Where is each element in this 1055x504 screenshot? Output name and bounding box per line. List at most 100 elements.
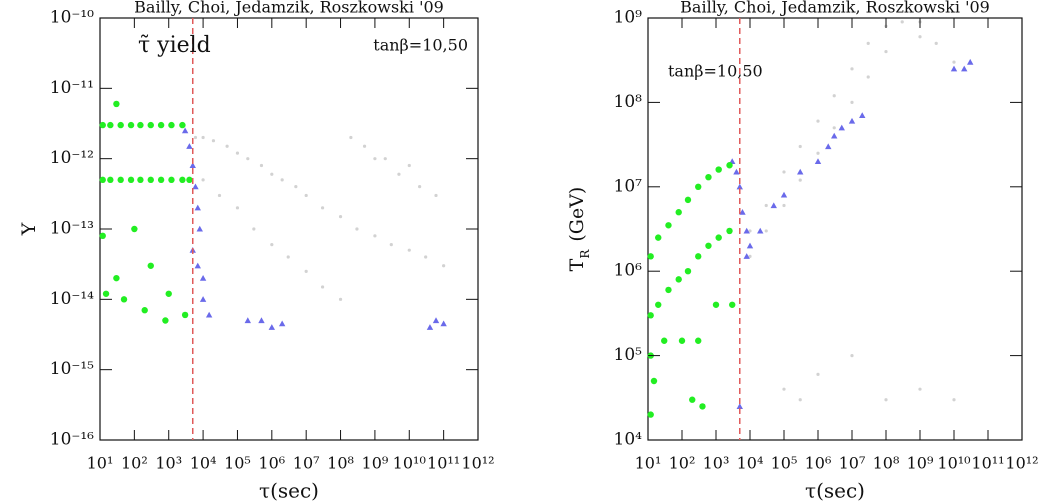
data-point — [199, 296, 207, 302]
data-point — [743, 253, 750, 259]
data-point — [825, 143, 832, 150]
data-point — [127, 121, 135, 129]
data-point — [320, 285, 325, 289]
data-point — [715, 166, 722, 173]
data-point — [189, 162, 196, 169]
plot-frame — [647, 17, 1023, 441]
data-point — [127, 176, 135, 184]
data-point — [199, 274, 207, 281]
data-point — [397, 172, 401, 176]
data-point — [194, 204, 201, 211]
data-point — [168, 121, 175, 129]
x-tick-label: 10¹⁰ — [937, 454, 970, 473]
x-tick-label: 10¹ — [87, 454, 114, 473]
plot — [647, 20, 974, 418]
data-point — [99, 232, 106, 240]
x-tick-label: 10¹¹ — [427, 454, 460, 473]
x-tick-label: 10⁴ — [737, 454, 764, 473]
data-point — [695, 253, 702, 260]
data-point — [770, 202, 777, 209]
data-point — [695, 337, 702, 344]
data-point — [141, 307, 148, 314]
y-tick-label: 10⁻¹⁰ — [50, 8, 94, 28]
data-point — [798, 398, 802, 402]
annotation: tanβ=10,50 — [668, 62, 763, 81]
data-point — [647, 312, 654, 319]
data-point — [432, 317, 440, 324]
data-point — [181, 127, 189, 134]
y-tick-label: 10⁷ — [614, 176, 643, 196]
data-point — [816, 119, 820, 123]
data-point — [355, 227, 359, 231]
data-point — [147, 262, 154, 269]
data-point — [225, 144, 229, 148]
x-tick-label: 10⁷ — [839, 454, 866, 473]
x-tick-label: 10⁸ — [327, 454, 354, 473]
y-axis-label: TR (GeV) — [566, 187, 592, 272]
data-point — [705, 173, 712, 181]
data-point — [952, 60, 956, 64]
chart-title: Bailly, Choi, Jedamzik, Roszkowski '09 — [680, 0, 990, 17]
data-point — [252, 227, 256, 231]
data-point — [967, 58, 974, 65]
x-tick-label: 10⁶ — [805, 454, 832, 473]
y-tick-label: 10⁸ — [614, 92, 643, 112]
data-point — [934, 41, 938, 46]
y-axis-label-main: Y — [18, 222, 40, 236]
data-point — [675, 276, 682, 283]
data-point — [192, 183, 199, 190]
y-tick-label: 10⁶ — [614, 261, 643, 281]
data-point — [442, 264, 446, 268]
data-point — [383, 157, 387, 161]
data-point — [797, 168, 804, 175]
data-point — [165, 290, 172, 297]
annotation: τ̃ yield — [138, 33, 211, 58]
x-tick-label: 10⁹ — [362, 454, 389, 473]
data-point — [848, 117, 856, 124]
data-point — [99, 176, 106, 184]
data-point — [726, 227, 733, 235]
data-point — [147, 121, 154, 129]
data-point — [196, 225, 203, 232]
data-point — [743, 227, 750, 234]
data-point — [782, 170, 786, 174]
x-tick-label: 10² — [669, 454, 696, 473]
data-point — [244, 317, 251, 324]
data-point — [157, 121, 165, 129]
x-tick-label: 10¹ — [635, 454, 662, 473]
data-point — [162, 317, 169, 324]
data-point — [736, 183, 743, 190]
data-point — [294, 185, 298, 189]
data-point — [748, 229, 752, 233]
data-point — [739, 209, 746, 215]
plot — [99, 100, 447, 330]
data-point — [362, 144, 367, 148]
y-axis-label-subscript: R — [578, 249, 592, 259]
x-tick-label: 10⁵ — [224, 454, 251, 473]
data-point — [99, 121, 106, 129]
data-point — [349, 135, 353, 140]
data-point — [217, 193, 222, 198]
y-tick-label: 10⁻¹² — [50, 148, 94, 168]
data-point — [918, 35, 922, 39]
data-point — [816, 372, 820, 376]
data-point — [373, 157, 377, 161]
data-point — [120, 296, 128, 303]
x-tick-label: 10⁸ — [873, 454, 900, 473]
data-point — [179, 176, 186, 184]
data-point — [816, 151, 820, 155]
data-point — [866, 41, 870, 46]
data-point — [866, 75, 870, 79]
data-point — [736, 403, 743, 409]
x-axis-label: τ(sec) — [805, 479, 865, 503]
x-tick-label: 10⁵ — [771, 454, 798, 473]
data-point — [179, 121, 186, 129]
data-point — [832, 126, 836, 130]
y-tick-label: 10⁻¹⁵ — [50, 359, 94, 379]
x-tick-label: 10⁹ — [907, 454, 934, 473]
data-point — [320, 206, 325, 210]
x-tick-label: 10³ — [155, 454, 182, 473]
data-point — [850, 67, 854, 71]
x-tick-label: 10² — [121, 454, 148, 473]
data-point — [270, 243, 274, 247]
